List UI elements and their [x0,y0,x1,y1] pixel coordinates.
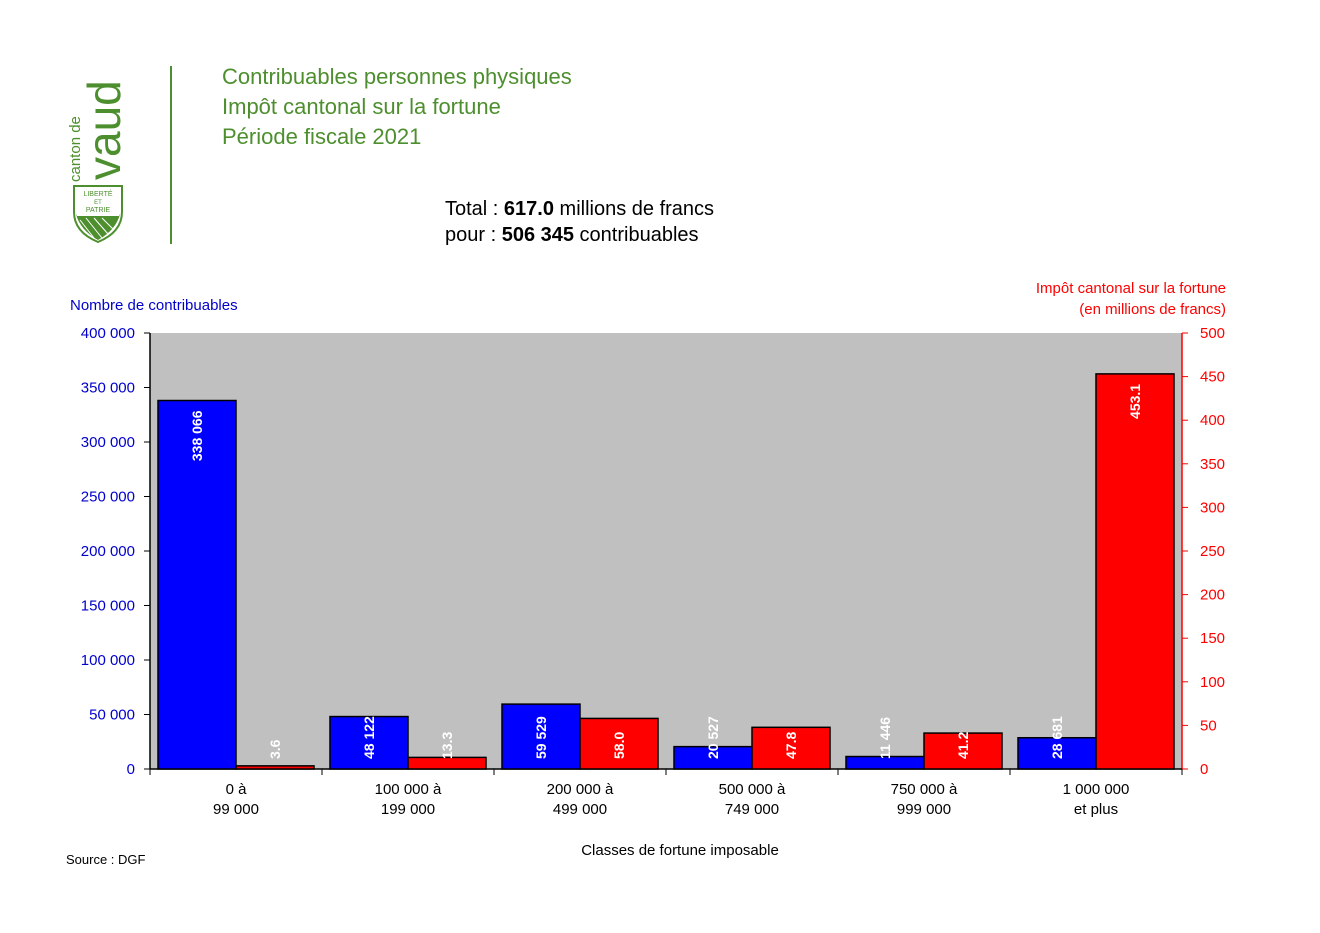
bar-tax-amount [1095,373,1175,770]
x-axis-title: Classes de fortune imposable [581,842,779,859]
taxpayer-count-line: pour : 506 345 contribuables [445,224,699,246]
report-titles: Contribuables personnes physiques Impôt … [222,62,572,152]
right-axis-tick-label: 0 [1200,761,1208,778]
logo-motto-1: LIBERTÉ [83,189,112,198]
right-axis-tick-label: 300 [1200,499,1225,516]
x-axis-category-label: 1 000 000 [1063,781,1130,798]
right-axis-tick-label: 100 [1200,674,1225,691]
bar-tax-amount [579,717,659,770]
x-axis-category-label: et plus [1074,801,1118,818]
canton-de-vaud-logo: canton de vaud LIBERTÉ ET PATRIE [66,62,132,252]
left-axis-title: Nombre de contribuables [70,297,238,314]
data-label-taxpayer-count: 11 446 [877,717,893,759]
title-line-2: Impôt cantonal sur la fortune [222,94,501,119]
data-label-tax-amount: 47.8 [783,732,799,759]
left-axis-tick-label: 350 000 [81,380,135,397]
left-axis-tick-label: 200 000 [81,543,135,560]
taxpayer-count-value: 506 345 [501,224,574,246]
right-axis-title: Impôt cantonal sur la fortune (en millio… [1035,280,1226,318]
logo-text-big: vaud [78,80,130,180]
x-axis-category-label: 100 000 à [375,781,442,798]
data-label-taxpayer-count: 20 527 [705,716,721,759]
data-label-tax-amount: 41.2 [955,732,971,759]
data-label-tax-amount: 453.1 [1127,384,1143,419]
x-axis-category-label: 499 000 [553,801,607,818]
x-axis-category-label: 999 000 [897,801,951,818]
x-axis-category-label: 500 000 à [719,781,786,798]
logo-motto-3: PATRIE [86,207,111,214]
bar-tax-amount [923,732,1003,770]
plot-area [150,333,1182,769]
bar-tax-amount [235,765,315,770]
right-axis-tick-label: 350 [1200,456,1225,473]
bar-taxpayer-count [329,715,409,770]
right-axis-tick-label: 200 [1200,587,1225,604]
right-axis-tick-label: 50 [1200,717,1217,734]
data-label-taxpayer-count: 48 122 [361,716,377,759]
x-axis-category-label: 750 000 à [891,781,958,798]
left-axis-tick-label: 100 000 [81,652,135,669]
right-axis-tick-label: 250 [1200,543,1225,560]
x-axis-category-label: 749 000 [725,801,779,818]
x-axis-category-label: 99 000 [213,801,259,818]
bar-tax-amount [751,726,831,770]
right-axis-tick-label: 400 [1200,412,1225,429]
data-label-taxpayer-count: 338 066 [189,410,205,461]
data-label-tax-amount: 58.0 [611,732,627,759]
left-axis-tick-label: 150 000 [81,598,135,615]
x-axis-category-label: 0 à [226,781,248,798]
right-axis-tick-label: 500 [1200,325,1225,342]
data-label-tax-amount: 3.6 [267,739,283,759]
data-label-taxpayer-count: 28 681 [1049,716,1065,759]
bar-taxpayer-count [501,703,581,770]
header-divider [170,66,172,244]
x-axis-category-label: 199 000 [381,801,435,818]
left-axis-tick-label: 300 000 [81,434,135,451]
data-label-taxpayer-count: 59 529 [533,716,549,759]
source-note: Source : DGF [66,852,146,867]
logo-text-small: canton de [67,116,84,182]
left-axis-tick-label: 0 [127,761,135,778]
left-axis-tick-label: 50 000 [89,707,135,724]
total-amount-line: Total : 617.0 millions de francs [445,198,715,220]
total-amount-value: 617.0 [503,198,554,220]
totals-summary: Total : 617.0 millions de francs pour : … [445,196,714,248]
title-line-1: Contribuables personnes physiques [222,64,572,89]
right-axis-tick-label: 150 [1200,630,1225,647]
left-axis-tick-label: 250 000 [81,489,135,506]
logo-motto-2: ET [94,200,102,206]
bar-taxpayer-count [157,399,237,770]
data-label-tax-amount: 13.3 [439,732,455,759]
bar-tax-amount [407,756,487,770]
title-line-3: Période fiscale 2021 [222,124,422,149]
right-axis-tick-label: 450 [1200,369,1225,386]
left-axis-tick-label: 400 000 [81,325,135,342]
x-axis-category-label: 200 000 à [547,781,614,798]
